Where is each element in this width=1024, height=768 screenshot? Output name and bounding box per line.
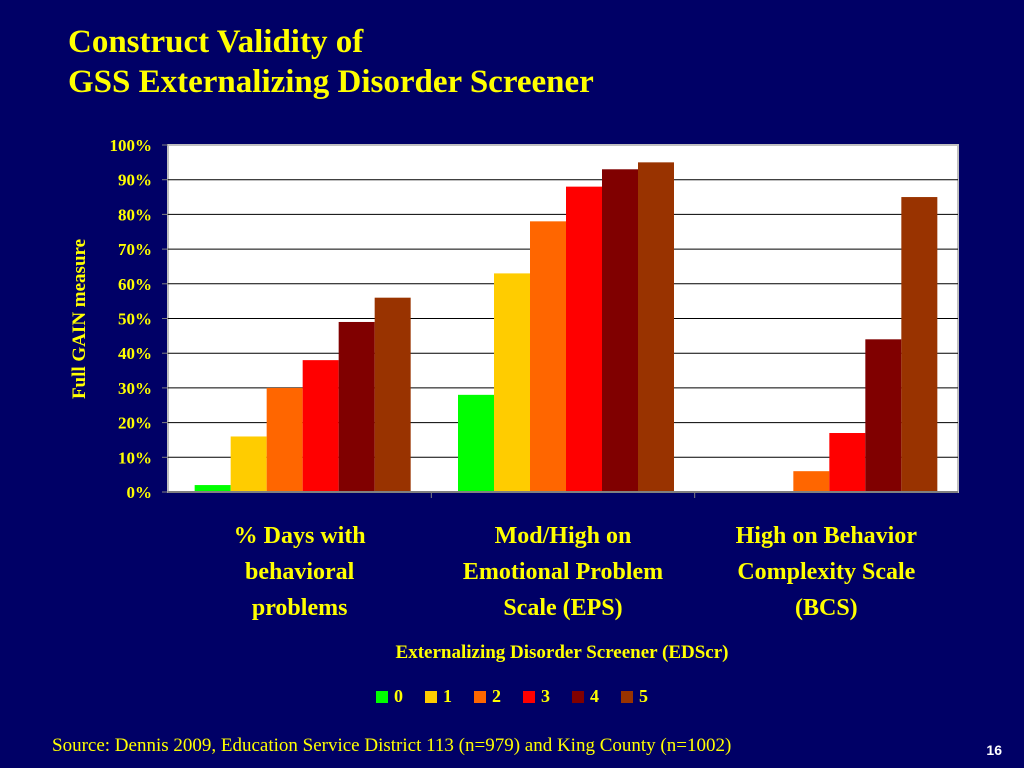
y-tick-label: 10% (118, 448, 152, 467)
bar (530, 221, 566, 492)
bars (194, 162, 938, 498)
category-label-line: Scale (EPS) (503, 595, 623, 621)
legend-item: 2 (474, 686, 501, 707)
category-label-line: (BCS) (794, 595, 858, 621)
category-label-line: % Days with (233, 523, 366, 549)
bar (602, 169, 638, 493)
y-tick-label: 70% (118, 240, 152, 259)
legend-swatch (474, 690, 486, 703)
legend-swatch (621, 690, 633, 703)
category-label-line: High on Behavior (735, 523, 917, 549)
y-tick-label: 80% (118, 205, 152, 224)
title-line-2: GSS Externalizing Disorder Screener (68, 64, 594, 100)
source-note: Source: Dennis 2009, Education Service D… (52, 735, 732, 756)
legend-item: 5 (621, 686, 648, 707)
category-label-line: Emotional Problem (462, 559, 664, 585)
slide-title: Construct Validity of GSS Externalizing … (68, 22, 594, 102)
legend: 0 1 2 3 4 5 (0, 686, 1024, 707)
legend-label: 3 (541, 686, 550, 706)
category-label: Mod/High on Emotional Problem Scale (EPS) (433, 518, 693, 626)
bar (829, 433, 866, 492)
bar (194, 485, 231, 492)
legend-label: 2 (492, 686, 501, 706)
bar (638, 162, 674, 492)
y-tick-label: 50% (118, 310, 152, 329)
bar (458, 394, 494, 492)
page-number: 16 (986, 742, 1002, 758)
bar (266, 387, 303, 492)
category-label-line: Complexity Scale (737, 559, 916, 585)
bar (901, 197, 938, 493)
bar (230, 436, 267, 492)
y-tick-label: 90% (118, 171, 152, 190)
bar (494, 273, 530, 492)
category-label-line: problems (251, 595, 348, 621)
legend-item: 0 (376, 686, 403, 707)
legend-item: 3 (523, 686, 550, 707)
legend-swatch (523, 690, 535, 703)
legend-swatch (376, 690, 388, 703)
legend-swatch (425, 690, 437, 703)
y-axis-label: Full GAIN measure (69, 238, 90, 400)
legend-swatch (572, 690, 584, 703)
bar (338, 321, 375, 492)
y-tick-label: 20% (118, 414, 152, 433)
y-tick-label: 40% (118, 344, 152, 363)
category-label-line: behavioral (244, 559, 355, 585)
bar (793, 471, 830, 492)
y-axis-ticks: 0% 10% 20% 30% 40% 50% 60% 70% 80% 90% 100% (110, 136, 168, 502)
bar (865, 339, 902, 492)
bar (374, 297, 411, 492)
legend-item: 4 (572, 686, 599, 707)
bar (566, 186, 602, 492)
y-tick-label: 0% (127, 483, 153, 502)
legend-label: 0 (394, 686, 403, 706)
y-tick-label: 60% (118, 275, 152, 294)
category-label: % Days with behavioral problems (170, 518, 430, 626)
x-axis-label: Externalizing Disorder Screener (EDScr) (395, 642, 729, 663)
category-label-line: Mod/High on (494, 523, 632, 549)
legend-label: 4 (590, 686, 599, 706)
legend-label: 1 (443, 686, 452, 706)
bar (302, 360, 339, 492)
category-label: High on Behavior Complexity Scale (BCS) (696, 518, 956, 626)
title-line-1: Construct Validity of (68, 24, 364, 60)
y-tick-label: 100% (110, 136, 153, 155)
y-tick-label: 30% (118, 379, 152, 398)
legend-item: 1 (425, 686, 452, 707)
legend-label: 5 (639, 686, 648, 706)
